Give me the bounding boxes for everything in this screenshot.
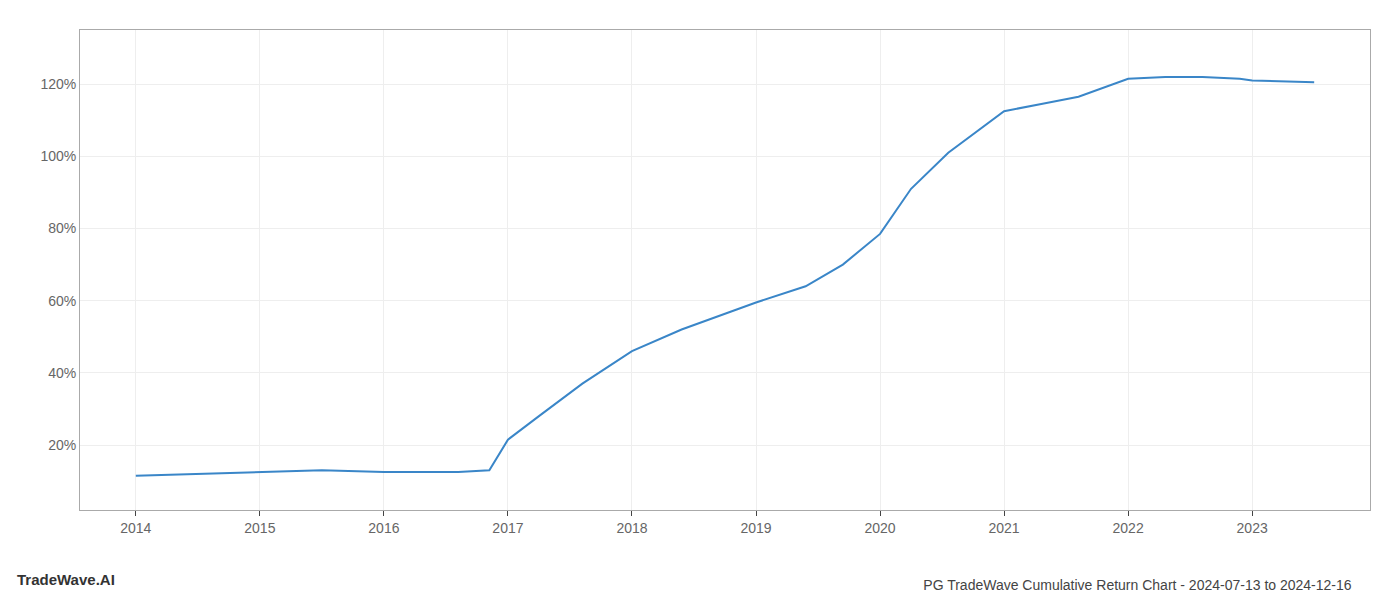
svg-text:TradeWave.AI: TradeWave.AI: [17, 571, 115, 588]
svg-text:2019: 2019: [740, 520, 771, 536]
svg-text:2020: 2020: [864, 520, 895, 536]
svg-text:2018: 2018: [616, 520, 647, 536]
svg-text:2016: 2016: [368, 520, 399, 536]
svg-text:80%: 80%: [48, 220, 76, 236]
svg-text:2023: 2023: [1237, 520, 1268, 536]
svg-text:100%: 100%: [40, 148, 76, 164]
svg-text:40%: 40%: [48, 365, 76, 381]
svg-text:20%: 20%: [48, 437, 76, 453]
svg-text:2022: 2022: [1113, 520, 1144, 536]
svg-text:2015: 2015: [244, 520, 275, 536]
svg-text:2014: 2014: [120, 520, 151, 536]
svg-text:60%: 60%: [48, 293, 76, 309]
svg-text:2017: 2017: [492, 520, 523, 536]
svg-text:2021: 2021: [989, 520, 1020, 536]
svg-text:120%: 120%: [40, 76, 76, 92]
svg-text:PG TradeWave Cumulative Return: PG TradeWave Cumulative Return Chart - 2…: [923, 577, 1351, 593]
